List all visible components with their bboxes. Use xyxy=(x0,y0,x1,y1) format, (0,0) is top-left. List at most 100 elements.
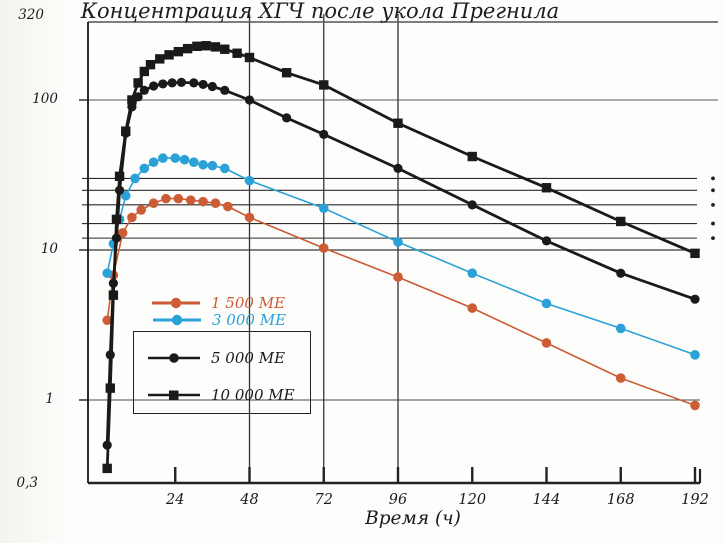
x-tick-label: 168 xyxy=(606,492,635,508)
series-point-circle xyxy=(615,373,626,383)
legend-marker-10000-square xyxy=(148,390,200,400)
y-tick-label: 1 xyxy=(45,391,54,407)
series-point-circle xyxy=(167,78,177,88)
series-point-square xyxy=(133,78,143,88)
series-point-circle xyxy=(207,81,217,92)
series-point-square xyxy=(102,463,112,474)
series-point-circle xyxy=(148,198,159,209)
series-point-circle xyxy=(210,198,221,209)
series-point-square xyxy=(220,44,230,54)
series-point-circle xyxy=(318,243,329,253)
series-point-circle xyxy=(127,212,137,223)
series-point-square xyxy=(232,48,242,58)
series-point-square xyxy=(155,54,165,64)
series-point-circle xyxy=(615,323,626,334)
series-point-circle xyxy=(198,159,208,170)
series-point-square xyxy=(105,383,115,393)
legend-item-5000: 5 000 МЕ xyxy=(146,349,286,367)
series-point-circle xyxy=(319,129,329,139)
series-point-circle xyxy=(185,195,196,205)
series-point-square xyxy=(111,214,122,225)
series-point-circle xyxy=(189,157,199,167)
series-point-circle xyxy=(173,193,184,204)
series-point-circle xyxy=(179,154,190,165)
series-point-square xyxy=(182,43,193,54)
x-tick-label: 24 xyxy=(166,492,185,508)
right-dot xyxy=(711,176,715,181)
series-point-circle xyxy=(467,268,478,279)
series-point-circle xyxy=(541,236,552,246)
series-point-square xyxy=(690,248,700,259)
legend-label-10000: 10 000 МЕ xyxy=(211,386,295,404)
legend-item-3000: 3 000 МЕ xyxy=(151,311,287,329)
series-point-square xyxy=(541,183,552,193)
legend-marker-1500-circle xyxy=(152,297,200,309)
series-point-circle xyxy=(117,228,128,238)
legend-label-5000: 5 000 МЕ xyxy=(211,349,286,367)
series-point-square xyxy=(127,95,137,105)
series-point-square xyxy=(164,50,174,60)
series-point-circle xyxy=(223,201,233,212)
series-point-circle xyxy=(198,79,208,90)
legend-label-1500: 1 500 МЕ xyxy=(211,294,286,312)
series-point-square xyxy=(192,41,202,52)
series-point-circle xyxy=(244,212,255,223)
series-point-circle xyxy=(102,268,112,279)
x-tick-label: 192 xyxy=(681,492,709,508)
series-point-square xyxy=(467,151,477,162)
series-point-circle xyxy=(158,153,168,163)
legend-marker-5000-circle xyxy=(148,353,200,363)
series-point-circle xyxy=(148,157,159,167)
series-point-circle xyxy=(244,175,255,186)
series-point-circle xyxy=(616,268,626,278)
series-point-circle xyxy=(176,77,187,88)
series-point-circle xyxy=(161,193,171,204)
series-point-square xyxy=(145,59,156,70)
axes xyxy=(87,21,718,485)
series-point-circle xyxy=(189,78,199,88)
x-axis-title: Время (ч) xyxy=(365,508,461,529)
series-point-circle xyxy=(690,294,700,304)
legend-label-3000: 3 000 МЕ xyxy=(212,311,287,329)
series-point-square xyxy=(114,171,125,181)
series-point-circle xyxy=(393,237,403,247)
series-point-square xyxy=(319,80,329,90)
series-point-circle xyxy=(139,85,149,95)
series-point-circle xyxy=(690,400,700,411)
series-point-circle xyxy=(207,160,218,171)
series-point-circle xyxy=(541,298,552,309)
series-point-square xyxy=(173,46,184,57)
series-point-circle xyxy=(467,200,477,210)
series-point-circle xyxy=(158,79,168,89)
x-tick-label: 48 xyxy=(240,492,259,508)
series-point-circle xyxy=(393,272,403,282)
legend-item-1500: 1 500 МЕ xyxy=(150,294,286,312)
right-dot xyxy=(711,236,715,241)
series-point-circle xyxy=(244,95,255,105)
series-point-circle xyxy=(541,338,552,348)
series-point-square xyxy=(244,52,255,63)
series-point-square xyxy=(108,290,119,300)
series-point-square xyxy=(201,41,211,51)
right-dot xyxy=(711,188,715,193)
series-point-circle xyxy=(170,153,181,163)
series-point-square xyxy=(210,42,221,52)
series-point-circle xyxy=(148,81,159,91)
chart-title: Концентрация ХГЧ после укола Прегнила xyxy=(80,0,560,23)
right-dot xyxy=(711,202,715,207)
x-tick-label: 120 xyxy=(458,492,487,508)
series-point-circle xyxy=(690,350,700,360)
x-tick-label: 72 xyxy=(314,492,333,508)
x-tick-label: 144 xyxy=(532,492,561,508)
series-point-circle xyxy=(139,163,150,174)
series-point-square xyxy=(281,68,292,78)
y-tick-label: 0,3 xyxy=(16,475,38,492)
series-point-circle xyxy=(219,163,230,174)
series-point-circle xyxy=(393,163,403,173)
series-point-circle xyxy=(136,205,147,215)
series-point-circle xyxy=(220,85,230,95)
legend-box xyxy=(133,331,311,414)
series-point-circle xyxy=(102,315,112,326)
series-point-square xyxy=(616,216,626,227)
